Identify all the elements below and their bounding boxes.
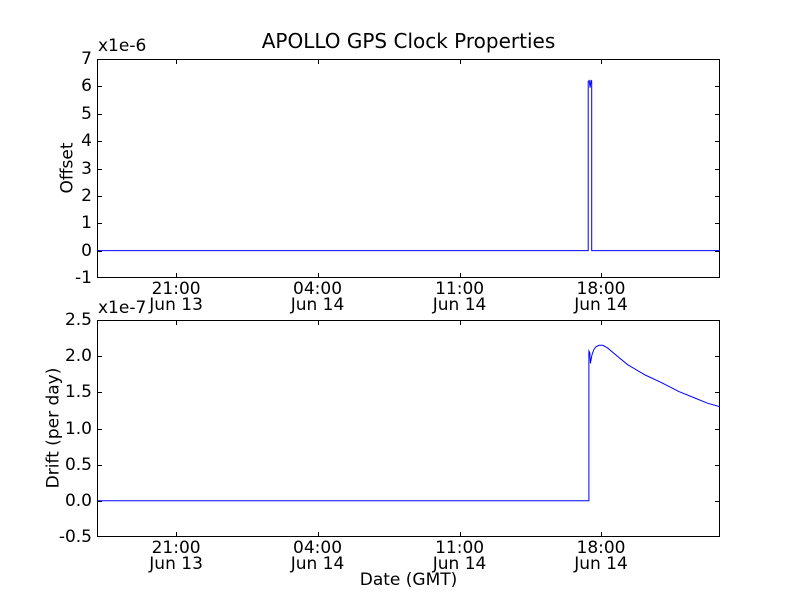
ytick-label: -1 [75, 268, 92, 288]
ytick-label: 1.5 [64, 382, 92, 403]
ytick-label: 4 [81, 131, 92, 152]
ytick-label: 2.5 [64, 310, 92, 330]
ytick-label: 5 [81, 103, 92, 124]
ytick-label: 2.0 [64, 346, 92, 367]
xtick-label: 04:00 Jun 14 [270, 279, 366, 315]
ytick-label: 7 [81, 49, 92, 69]
y-axis-label-offset: Offset [57, 142, 78, 194]
xtick-time: 11:00 [435, 279, 485, 299]
ytick-label: 0.0 [64, 490, 92, 511]
xtick-date: Jun 13 [149, 554, 203, 574]
ytick-label: 0 [81, 240, 92, 261]
y-offset-multiplier-bottom: x1e-7 [98, 298, 147, 318]
xtick-date: Jun 14 [290, 295, 345, 315]
offset-line [97, 79, 720, 252]
xtick-date: Jun 14 [574, 295, 628, 315]
xtick-time: 21:00 [151, 538, 201, 558]
ytick-label: -0.5 [58, 527, 92, 547]
xtick-label: 18:00 Jun 14 [553, 279, 649, 315]
xtick-label: 11:00 Jun 14 [412, 538, 508, 574]
xtick-date: Jun 14 [290, 554, 345, 574]
xtick-label: 11:00 Jun 14 [412, 279, 508, 315]
xtick-date: Jun 14 [574, 554, 628, 574]
ytick-label: 1 [81, 213, 92, 234]
ytick-label: 1.0 [64, 418, 92, 439]
xtick-time: 04:00 [293, 538, 343, 558]
ytick-label: 6 [81, 76, 92, 97]
xtick-time: 04:00 [293, 279, 343, 299]
xtick-time: 21:00 [151, 279, 201, 299]
xtick-date: Jun 14 [432, 554, 487, 574]
xtick-time: 11:00 [435, 538, 485, 558]
y-axis-label-drift: Drift (per day) [43, 367, 64, 489]
y-offset-multiplier-top: x1e-6 [98, 36, 147, 56]
xtick-time: 18:00 [576, 538, 626, 558]
drift-plot-area [97, 320, 720, 537]
xtick-date: Jun 14 [432, 295, 487, 315]
ytick-label: 3 [81, 158, 92, 179]
ytick-label: 2 [81, 185, 92, 206]
offset-plot-area [97, 59, 720, 278]
x-axis-label: Date (GMT) [359, 570, 458, 590]
xtick-label: 21:00 Jun 13 [128, 538, 224, 574]
drift-line [97, 344, 720, 502]
ytick-label: 0.5 [64, 454, 92, 475]
xtick-label: 04:00 Jun 14 [270, 538, 366, 574]
xtick-time: 18:00 [576, 279, 626, 299]
chart-title: APOLLO GPS Clock Properties [261, 29, 556, 53]
xtick-label: 21:00 Jun 13 [128, 279, 224, 315]
xtick-date: Jun 13 [149, 295, 203, 315]
xtick-label: 18:00 Jun 14 [553, 538, 649, 574]
